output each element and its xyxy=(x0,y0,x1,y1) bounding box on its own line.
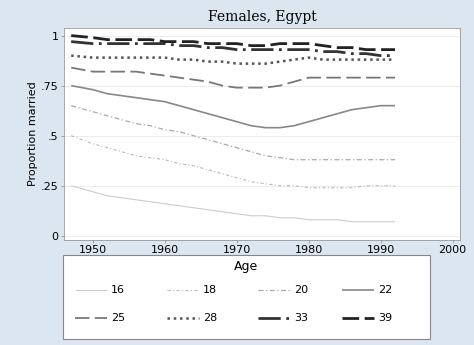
Text: 28: 28 xyxy=(203,313,217,323)
Y-axis label: Proportion married: Proportion married xyxy=(28,81,38,186)
Text: 22: 22 xyxy=(378,285,392,295)
X-axis label: Year of Birth: Year of Birth xyxy=(224,261,300,274)
Text: 25: 25 xyxy=(111,313,125,323)
Text: Age: Age xyxy=(234,260,259,273)
Text: 16: 16 xyxy=(111,285,125,295)
Text: 18: 18 xyxy=(203,285,217,295)
Text: 33: 33 xyxy=(294,313,308,323)
Text: 39: 39 xyxy=(378,313,392,323)
Title: Females, Egypt: Females, Egypt xyxy=(208,10,316,24)
Text: 20: 20 xyxy=(294,285,309,295)
